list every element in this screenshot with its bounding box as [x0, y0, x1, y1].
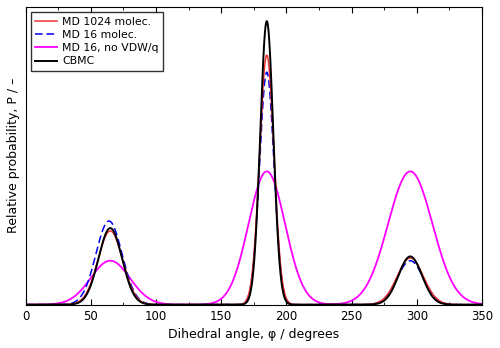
- MD 1024 molec.: [264, 53, 270, 57]
- Line: MD 1024 molec.: MD 1024 molec.: [26, 55, 482, 304]
- CBMC: [207, 302, 213, 307]
- MD 1024 molec.: [398, 266, 404, 270]
- CBMC: [479, 302, 485, 307]
- Y-axis label: Relative probability, P / –: Relative probability, P / –: [7, 78, 20, 234]
- CBMC: [197, 302, 203, 307]
- MD 16, no VDW/q: [264, 169, 270, 173]
- MD 16, no VDW/q: [479, 302, 485, 306]
- MD 16 molec.: [320, 302, 326, 307]
- CBMC: [106, 227, 112, 231]
- MD 1024 molec.: [296, 302, 302, 307]
- MD 1024 molec.: [364, 302, 370, 307]
- MD 16, no VDW/q: [398, 181, 404, 185]
- MD 16 molec.: [296, 302, 302, 307]
- MD 16 molec.: [106, 219, 112, 223]
- MD 1024 molec.: [22, 302, 28, 307]
- CBMC: [364, 302, 370, 307]
- MD 1024 molec.: [479, 302, 485, 307]
- Line: MD 16, no VDW/q: MD 16, no VDW/q: [26, 171, 482, 304]
- MD 16, no VDW/q: [197, 302, 203, 307]
- CBMC: [320, 302, 326, 307]
- Line: MD 16 molec.: MD 16 molec.: [26, 72, 482, 304]
- MD 16 molec.: [479, 302, 485, 307]
- MD 1024 molec.: [106, 230, 112, 234]
- MD 16 molec.: [197, 302, 203, 307]
- MD 16 molec.: [398, 268, 404, 272]
- CBMC: [264, 19, 270, 23]
- MD 16 molec.: [264, 70, 270, 74]
- MD 16 molec.: [207, 302, 213, 307]
- X-axis label: Dihedral angle, φ / degrees: Dihedral angle, φ / degrees: [168, 328, 340, 341]
- MD 1024 molec.: [206, 302, 212, 307]
- Legend: MD 1024 molec., MD 16 molec., MD 16, no VDW/q, CBMC: MD 1024 molec., MD 16 molec., MD 16, no …: [31, 13, 163, 71]
- MD 16 molec.: [22, 302, 28, 307]
- MD 16, no VDW/q: [22, 302, 28, 307]
- CBMC: [398, 267, 404, 271]
- CBMC: [22, 302, 28, 307]
- MD 16, no VDW/q: [296, 275, 302, 279]
- MD 16 molec.: [364, 302, 370, 307]
- MD 1024 molec.: [197, 302, 203, 307]
- Line: CBMC: CBMC: [26, 21, 482, 305]
- MD 1024 molec.: [320, 302, 326, 307]
- CBMC: [296, 302, 302, 307]
- MD 16, no VDW/q: [106, 259, 112, 263]
- MD 16, no VDW/q: [363, 284, 369, 288]
- MD 16, no VDW/q: [320, 301, 326, 306]
